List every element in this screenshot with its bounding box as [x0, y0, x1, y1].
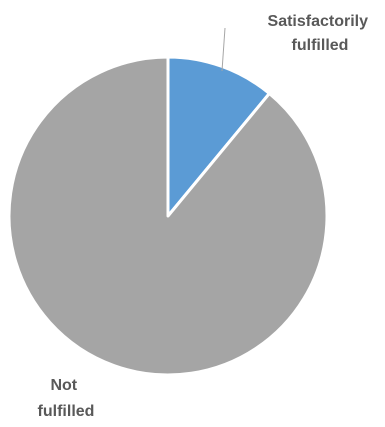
pie-labels: Satisfactorily fulfilled Not fulfilled: [38, 13, 373, 420]
pie-slice-not-fulfilled: [7, 55, 329, 377]
slice-label-not-fulfilled: Not fulfilled: [38, 377, 95, 420]
pie-slices: [7, 55, 329, 377]
leader-line-satisfactorily-fulfilled: [221, 27, 226, 72]
slice-label-satisfactorily-fulfilled: Satisfactorily fulfilled: [268, 13, 373, 54]
